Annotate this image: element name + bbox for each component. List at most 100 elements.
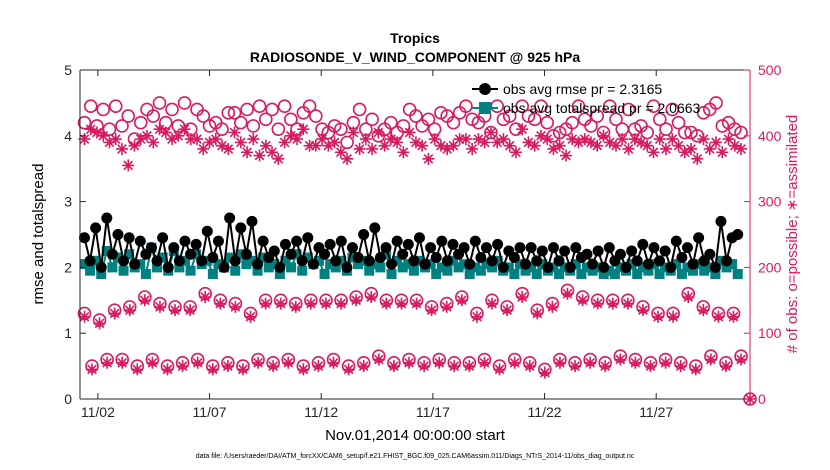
data-point bbox=[319, 268, 330, 279]
data-point bbox=[112, 252, 123, 263]
data-point bbox=[115, 142, 128, 155]
data-point bbox=[610, 139, 622, 152]
data-point bbox=[259, 139, 272, 152]
data-point bbox=[687, 258, 699, 270]
data-point bbox=[178, 123, 191, 136]
data-point bbox=[531, 307, 544, 320]
data-point bbox=[570, 242, 582, 254]
data-point bbox=[642, 258, 654, 270]
data-point bbox=[606, 297, 619, 310]
data-point bbox=[520, 265, 531, 276]
data-point bbox=[147, 136, 160, 149]
data-point bbox=[654, 268, 665, 279]
data-point bbox=[425, 259, 436, 270]
data-point bbox=[493, 363, 506, 376]
data-point bbox=[458, 242, 470, 254]
data-point bbox=[165, 102, 179, 117]
data-point bbox=[670, 235, 682, 247]
data-point bbox=[640, 125, 655, 140]
data-point bbox=[280, 255, 291, 266]
data-point bbox=[153, 123, 166, 136]
data-point bbox=[587, 265, 598, 276]
data-point bbox=[350, 294, 363, 307]
data-point bbox=[502, 109, 517, 123]
data-point bbox=[146, 356, 159, 369]
data-point bbox=[327, 119, 342, 133]
series-layer bbox=[77, 96, 757, 406]
data-point bbox=[176, 360, 189, 373]
data-point bbox=[660, 262, 671, 273]
data-point bbox=[678, 146, 691, 159]
data-point bbox=[396, 119, 411, 133]
data-point bbox=[347, 252, 358, 263]
data-point bbox=[442, 265, 453, 276]
data-point bbox=[492, 255, 503, 266]
data-point bbox=[304, 297, 317, 310]
data-point bbox=[520, 258, 532, 270]
data-point bbox=[285, 248, 297, 260]
data-point bbox=[715, 215, 727, 227]
data-point bbox=[380, 297, 393, 310]
data-point bbox=[166, 133, 179, 146]
data-point bbox=[118, 265, 129, 276]
data-point bbox=[676, 268, 687, 279]
data-point bbox=[221, 105, 236, 120]
data-point bbox=[591, 297, 604, 310]
data-point bbox=[392, 255, 403, 266]
data-point bbox=[185, 248, 197, 260]
x-tick-label: 11/12 bbox=[304, 404, 338, 420]
data-point bbox=[402, 238, 414, 250]
y-tick-label-left: 3 bbox=[64, 194, 72, 210]
data-point bbox=[440, 300, 453, 313]
data-point bbox=[138, 294, 151, 307]
data-point bbox=[418, 360, 431, 373]
data-point bbox=[229, 255, 241, 267]
data-point bbox=[481, 259, 492, 270]
data-point bbox=[297, 265, 308, 276]
data-point bbox=[240, 102, 254, 117]
data-point bbox=[112, 229, 124, 240]
data-point bbox=[648, 259, 659, 270]
data-point bbox=[644, 360, 657, 373]
data-point bbox=[654, 255, 666, 267]
data-point bbox=[584, 136, 597, 149]
data-point bbox=[614, 353, 627, 366]
data-point bbox=[732, 229, 744, 240]
data-point bbox=[191, 249, 202, 260]
data-point bbox=[109, 133, 122, 146]
data-point bbox=[487, 262, 498, 273]
data-point bbox=[131, 363, 144, 376]
data-point bbox=[123, 232, 135, 244]
data-point bbox=[199, 291, 212, 304]
y-tick-label-left: 1 bbox=[64, 325, 72, 341]
data-point bbox=[202, 255, 213, 266]
data-point bbox=[431, 268, 442, 279]
data-point bbox=[263, 262, 274, 273]
data-point bbox=[699, 265, 710, 276]
data-point bbox=[447, 139, 460, 152]
data-point bbox=[620, 261, 632, 273]
data-point bbox=[159, 126, 172, 139]
data-point bbox=[121, 109, 136, 123]
data-point bbox=[528, 139, 541, 152]
data-point bbox=[509, 268, 520, 279]
data-point bbox=[213, 259, 224, 270]
data-point bbox=[366, 142, 379, 155]
data-point bbox=[735, 353, 748, 366]
data-point bbox=[216, 139, 229, 152]
data-point bbox=[436, 262, 447, 273]
data-point bbox=[534, 99, 548, 113]
data-point bbox=[291, 235, 303, 247]
data-point bbox=[358, 255, 369, 266]
data-point bbox=[509, 146, 522, 159]
data-point bbox=[526, 262, 537, 273]
data-point bbox=[554, 268, 565, 279]
data-point bbox=[647, 146, 660, 159]
axis-layer: 11/02 11/07 11/12 11/17 11/22 11/27 0 1 2 3 4 5 0 100… bbox=[64, 62, 781, 420]
data-point bbox=[716, 146, 729, 159]
data-point bbox=[503, 139, 516, 152]
data-point bbox=[235, 249, 246, 260]
data-point bbox=[441, 255, 453, 267]
data-point bbox=[141, 129, 153, 142]
data-point bbox=[704, 353, 717, 366]
